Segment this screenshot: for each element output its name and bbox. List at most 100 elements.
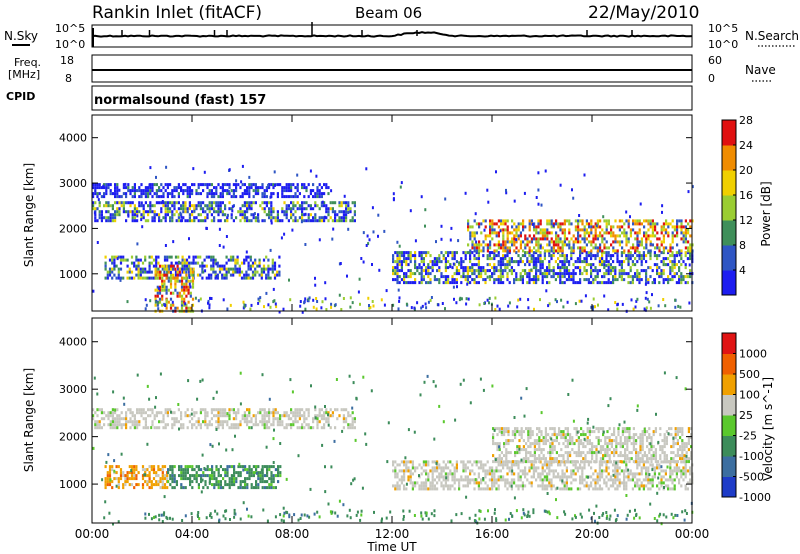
heatmap-cell — [396, 463, 399, 467]
heatmap-cell — [140, 189, 143, 193]
heatmap-cell — [667, 263, 670, 267]
heatmap-cell — [405, 460, 408, 464]
heatmap-cell — [151, 216, 154, 220]
heatmap-cell — [429, 254, 432, 258]
heatmap-cell — [654, 228, 657, 232]
heatmap-cell — [351, 426, 354, 430]
heatmap-cell — [581, 222, 584, 226]
heatmap-cell — [172, 273, 175, 277]
heatmap-cell — [230, 408, 233, 412]
heatmap-cell — [504, 478, 507, 482]
heatmap-cell — [166, 204, 169, 208]
heatmap-cell — [616, 240, 619, 244]
heatmap-cell — [569, 436, 572, 440]
heatmap-cell — [631, 281, 634, 285]
heatmap-cell — [587, 460, 590, 464]
heatmap-cell — [533, 225, 536, 229]
heatmap-cell — [155, 189, 158, 193]
heatmap-cell — [194, 255, 197, 259]
heatmap-cell — [505, 188, 507, 192]
heatmap-cell — [535, 460, 538, 464]
heatmap-cell — [546, 269, 549, 273]
heatmap-cell — [251, 261, 255, 265]
heatmap-cell — [572, 269, 575, 273]
heatmap-cell — [605, 466, 608, 470]
heatmap-cell — [552, 222, 555, 226]
heatmap-cell — [327, 219, 330, 223]
heatmap-cell — [173, 486, 176, 490]
heatmap-cell — [513, 472, 516, 476]
heatmap-cell — [524, 243, 527, 247]
heatmap-cell — [505, 430, 508, 434]
heatmap-cell — [506, 231, 509, 235]
heatmap-cell — [562, 457, 565, 461]
heatmap-cell — [678, 278, 681, 282]
heatmap-cell — [160, 420, 163, 424]
heatmap-cell — [118, 201, 121, 205]
heatmap-cell — [537, 243, 540, 247]
heatmap-cell — [228, 477, 231, 481]
heatmap-cell — [309, 169, 312, 173]
heatmap-cell — [314, 213, 317, 217]
heatmap-cell — [324, 281, 327, 285]
heatmap-cell — [546, 222, 549, 226]
heatmap-cell — [149, 408, 152, 412]
heatmap-cell — [425, 469, 428, 473]
heatmap-cell — [482, 219, 485, 223]
heatmap-cell — [561, 469, 564, 473]
heatmap-cell — [464, 484, 467, 488]
heatmap-cell — [609, 478, 612, 482]
heatmap-cell — [254, 270, 257, 274]
heatmap-cell — [277, 471, 280, 475]
heatmap-cell — [504, 240, 507, 244]
heatmap-cell — [155, 480, 158, 484]
heatmap-cell — [592, 246, 595, 250]
heatmap-cell — [554, 260, 557, 264]
heatmap-cell — [473, 269, 476, 273]
heatmap-cell — [592, 297, 595, 301]
heatmap-cell — [486, 246, 489, 250]
heatmap-cell — [680, 278, 683, 282]
heatmap-cell — [607, 269, 610, 273]
heatmap-cell — [294, 192, 297, 196]
heatmap-cell — [120, 426, 123, 430]
heatmap-cell — [519, 231, 522, 235]
heatmap-cell — [191, 417, 194, 421]
heatmap-cell — [180, 207, 183, 211]
heatmap-cell — [122, 255, 125, 259]
heatmap-cell — [689, 219, 692, 223]
heatmap-cell — [533, 442, 536, 446]
heatmap-cell — [519, 297, 522, 301]
heatmap-cell — [634, 484, 637, 488]
heatmap-cell — [609, 254, 612, 258]
heatmap-cell — [392, 192, 395, 196]
heatmap-cell — [259, 408, 262, 412]
heatmap-cell — [504, 254, 507, 258]
heatmap-cell — [533, 448, 536, 452]
heatmap-cell — [314, 414, 317, 418]
heatmap-cell — [493, 469, 496, 473]
heatmap-cell — [215, 210, 218, 214]
heatmap-cell — [528, 469, 531, 473]
heatmap-cell — [664, 231, 667, 235]
heatmap-cell — [219, 210, 222, 214]
heatmap-cell — [449, 265, 452, 269]
heatmap-cell — [185, 273, 188, 277]
freq-label: Freq. — [14, 56, 41, 69]
heatmap-cell — [149, 166, 152, 170]
heatmap-cell — [125, 210, 128, 214]
heatmap-cell — [111, 480, 114, 484]
heatmap-cell — [493, 269, 496, 273]
heatmap-cell — [579, 228, 582, 232]
heatmap-cell — [561, 275, 564, 279]
heatmap-cell — [607, 278, 610, 282]
noise-left-tick-top: 10^5 — [55, 22, 85, 35]
heatmap-cell — [158, 213, 161, 217]
heatmap-cell — [186, 189, 189, 193]
heatmap-cell — [629, 469, 632, 473]
heatmap-cell — [527, 433, 530, 437]
heatmap-cell — [627, 222, 630, 226]
heatmap-cell — [229, 267, 233, 271]
heatmap-cell — [539, 254, 542, 258]
heatmap-cell — [114, 213, 117, 217]
